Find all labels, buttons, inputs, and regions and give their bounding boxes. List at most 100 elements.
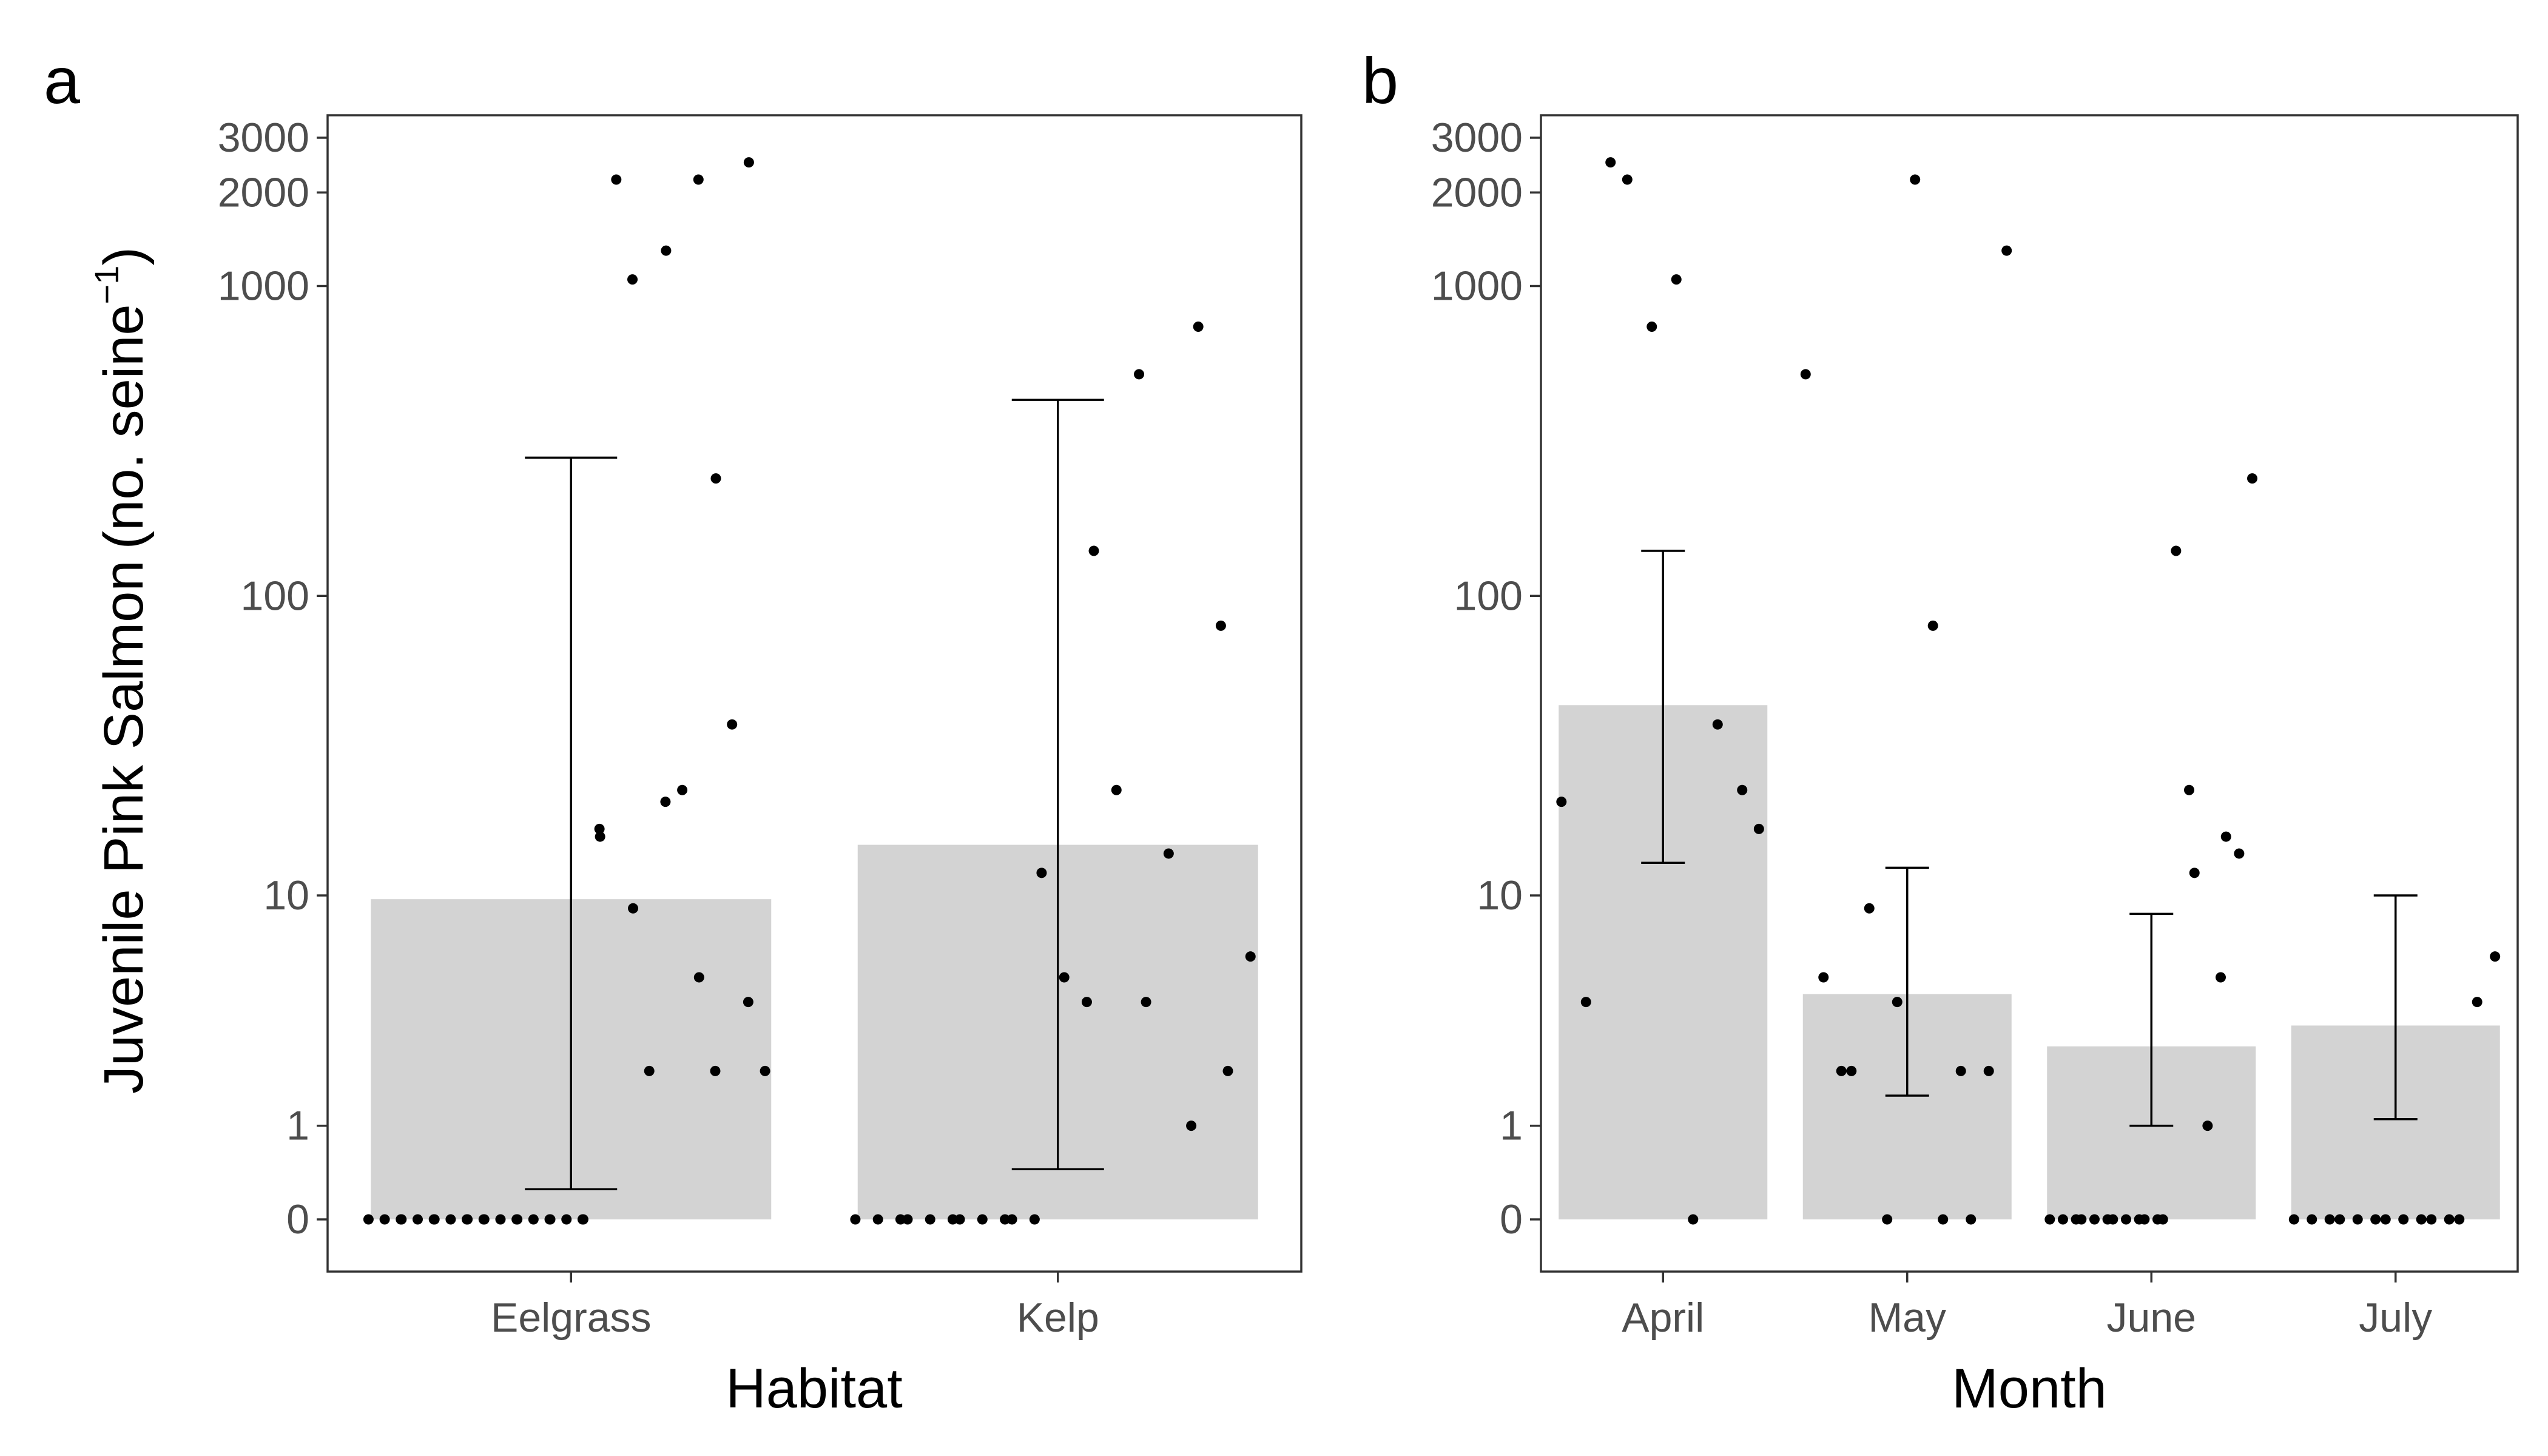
y-tick-label: 100 [241, 573, 309, 619]
data-point [1671, 274, 1682, 285]
data-point [644, 1065, 655, 1076]
data-point [528, 1214, 539, 1225]
data-point [1141, 997, 1151, 1008]
plot-frame-b [1540, 114, 2519, 1273]
points-b [1556, 157, 2501, 1225]
y-tick-label: 3000 [1431, 115, 1523, 161]
data-point [2183, 784, 2194, 795]
x-axis-title-a: Habitat [726, 1358, 903, 1420]
data-point [1688, 1214, 1699, 1225]
data-point [693, 174, 704, 185]
panel-tag-b: b [1362, 44, 1398, 117]
data-point [628, 903, 639, 914]
data-point [2247, 473, 2258, 484]
data-point [1712, 719, 1723, 730]
data-point [2288, 1214, 2299, 1225]
data-point [1059, 972, 1070, 983]
y-axis-title: Juvenile Pink Salmon(no. seine−1) [87, 247, 155, 1094]
data-point [545, 1214, 556, 1225]
data-point [954, 1214, 965, 1225]
y-tick-label: 3000 [218, 115, 309, 161]
data-point [561, 1214, 572, 1225]
y-tick-label: 1 [286, 1103, 309, 1149]
error-bar-june [2129, 912, 2174, 1127]
data-point [2220, 831, 2231, 842]
y-tick-label: 100 [1454, 573, 1523, 619]
data-point [2307, 1214, 2317, 1225]
data-point [1955, 1065, 1966, 1076]
data-point [710, 473, 721, 484]
y-tick-label: 2000 [218, 169, 309, 215]
data-point [2057, 1214, 2068, 1225]
error-bar-eelgrass [525, 456, 618, 1191]
data-point [412, 1214, 423, 1225]
data-point [1163, 848, 1174, 859]
error-bars-a [525, 399, 1104, 1191]
data-point [479, 1214, 490, 1225]
data-point [512, 1214, 523, 1225]
data-point [1088, 545, 1099, 556]
error-bar-july [2373, 894, 2418, 1121]
data-point [2108, 1214, 2118, 1225]
data-point [495, 1214, 506, 1225]
data-point [2171, 545, 2182, 556]
data-point [2120, 1214, 2131, 1225]
data-point [1938, 1214, 1949, 1225]
x-tick-label: June [2107, 1295, 2196, 1341]
data-point [594, 823, 605, 834]
data-point [1846, 1065, 1857, 1076]
data-point [2216, 972, 2226, 983]
data-point [1892, 997, 1903, 1008]
y-tick-label: 1000 [1431, 263, 1523, 309]
data-point [2472, 997, 2482, 1008]
y-tick-label: 1000 [218, 263, 309, 309]
data-point [2398, 1214, 2409, 1225]
y-tick-label: 10 [1477, 872, 1523, 918]
data-point [1836, 1065, 1847, 1076]
panel-b: b 0 1 10 100 1000 2000 3000 April May June July M… [1362, 44, 2519, 1420]
data-point [1029, 1214, 1040, 1225]
y-ticks-b: 0 1 10 100 1000 2000 3000 [1431, 115, 1541, 1242]
data-point [429, 1214, 440, 1225]
data-point [1193, 321, 1204, 332]
data-point [611, 174, 622, 185]
data-point [1006, 1214, 1017, 1225]
x-categories-a: Eelgrass Kelp [491, 1272, 1099, 1341]
data-point [2189, 868, 2200, 878]
data-point [727, 719, 738, 730]
y-tick-label: 0 [286, 1196, 309, 1242]
data-point [2490, 951, 2501, 962]
data-point [2444, 1214, 2455, 1225]
error-bar-may [1885, 866, 1929, 1097]
data-point [1215, 620, 1226, 631]
data-point [396, 1214, 407, 1225]
x-tick-label: July [2359, 1295, 2432, 1341]
data-point [2370, 1214, 2381, 1225]
y-tick-label: 10 [263, 872, 309, 918]
data-point [1036, 868, 1047, 878]
data-point [2416, 1214, 2427, 1225]
data-point [2202, 1121, 2213, 1131]
data-point [462, 1214, 473, 1225]
data-point [850, 1214, 861, 1225]
data-point [1818, 972, 1829, 983]
data-point [760, 1065, 770, 1076]
data-point [1556, 797, 1567, 807]
data-point [2139, 1214, 2150, 1225]
data-point [2380, 1214, 2391, 1225]
data-point [2324, 1214, 2335, 1225]
x-categories-b: April May June July [1622, 1272, 2432, 1341]
x-axis-title-b: Month [1952, 1358, 2107, 1420]
error-bars-b [1641, 550, 2418, 1127]
x-tick-label: Eelgrass [491, 1295, 652, 1341]
data-point [363, 1214, 374, 1225]
data-point [977, 1214, 988, 1225]
data-point [1646, 321, 1657, 332]
data-point [872, 1214, 883, 1225]
data-point [743, 157, 754, 168]
data-point [2454, 1214, 2465, 1225]
data-point [1882, 1214, 1893, 1225]
data-point [1081, 997, 1092, 1008]
data-point [2157, 1214, 2168, 1225]
